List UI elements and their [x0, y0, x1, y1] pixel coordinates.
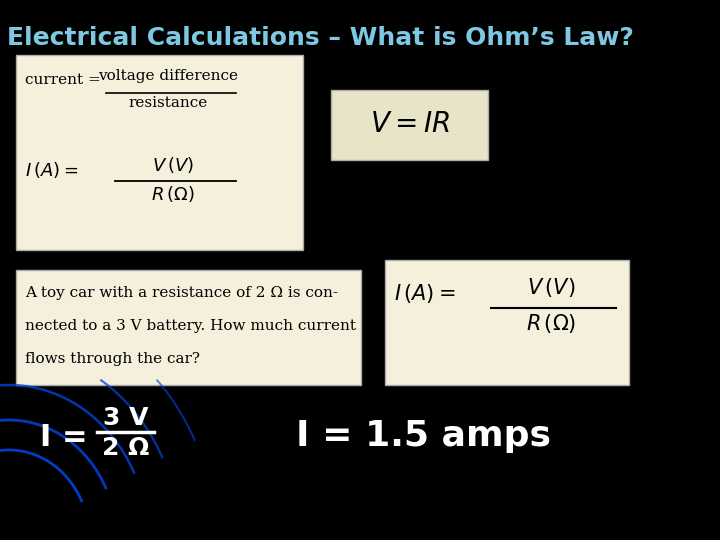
Text: $R\,(\Omega)$: $R\,(\Omega)$ [151, 184, 194, 204]
Text: current =: current = [25, 73, 101, 87]
FancyBboxPatch shape [16, 270, 361, 385]
Text: resistance: resistance [129, 96, 208, 110]
Text: $V\,(V)$: $V\,(V)$ [526, 276, 575, 299]
FancyBboxPatch shape [16, 55, 302, 250]
Text: $V = IR$: $V = IR$ [370, 111, 450, 138]
Text: I = 1.5 amps: I = 1.5 amps [296, 419, 551, 453]
Text: nected to a 3 V battery. How much current: nected to a 3 V battery. How much curren… [25, 319, 356, 333]
Text: A toy car with a resistance of 2 Ω is con-: A toy car with a resistance of 2 Ω is co… [25, 286, 338, 300]
Text: flows through the car?: flows through the car? [25, 352, 200, 366]
Text: Electrical Calculations – What is Ohm’s Law?: Electrical Calculations – What is Ohm’s … [7, 26, 634, 50]
Text: $I\,(A) =$: $I\,(A) =$ [25, 160, 78, 180]
Text: $I\,(A) =$: $I\,(A) =$ [394, 282, 456, 305]
Text: voltage difference: voltage difference [99, 69, 238, 83]
Text: $R\,(\Omega)$: $R\,(\Omega)$ [526, 312, 576, 335]
Text: I =: I = [40, 423, 88, 453]
Text: $V\,(V)$: $V\,(V)$ [152, 155, 194, 175]
Text: 2 Ω: 2 Ω [102, 436, 149, 460]
FancyBboxPatch shape [331, 90, 488, 160]
Text: 3 V: 3 V [103, 406, 148, 430]
FancyBboxPatch shape [385, 260, 629, 385]
